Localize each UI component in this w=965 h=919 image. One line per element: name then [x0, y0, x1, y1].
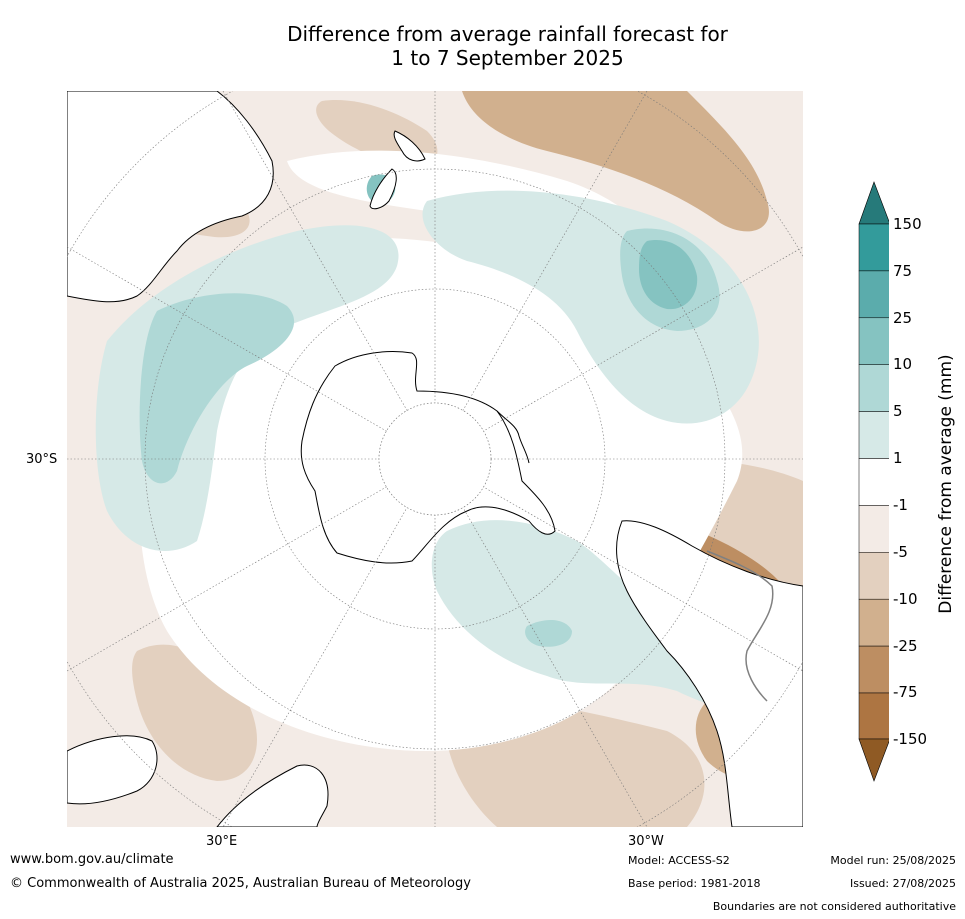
colorbar-swatch-2	[858, 270, 889, 319]
colorbar-tick-10: 10	[893, 355, 913, 373]
colorbar-tick-75: 75	[893, 262, 913, 280]
footer-url[interactable]: www.bom.gov.au/climate	[10, 852, 174, 867]
map-canvas	[67, 91, 803, 827]
colorbar-title: Difference from average (mm)	[936, 354, 956, 614]
pole-hole	[378, 402, 492, 516]
footer-model-run: Model run: 25/08/2025	[830, 854, 956, 867]
colorbar-bar	[858, 181, 889, 782]
colorbar-swatch-7	[858, 505, 889, 553]
colorbar-tick-1: 1	[893, 449, 903, 467]
colorbar-tick-minus-150: -150	[893, 730, 928, 748]
colorbar-swatch-over	[858, 181, 889, 225]
antarctic-peninsula	[496, 410, 530, 464]
footer-disclaimer: Boundaries are not considered authoritat…	[712, 900, 956, 913]
colorbar-tick-150: 150	[893, 215, 922, 233]
footer-copyright: © Commonwealth of Australia 2025, Austra…	[10, 876, 471, 891]
footer-base-period: Base period: 1981-2018	[628, 877, 761, 890]
lat-label-30s: 30°S	[26, 452, 58, 467]
colorbar-tick-minus-1: -1	[893, 496, 908, 514]
lon-label-30e: 30°E	[206, 834, 238, 849]
colorbar-tick-minus-5: -5	[893, 543, 908, 561]
colorbar-swatch-11	[858, 692, 889, 740]
title-line-1: Difference from average rainfall forecas…	[287, 22, 728, 46]
colorbar-tick-minus-75: -75	[893, 683, 918, 701]
map-title: Difference from average rainfall forecas…	[0, 22, 965, 70]
colorbar-swatch-8	[858, 552, 889, 600]
polar-map	[67, 91, 803, 827]
new-zealand-coast	[369, 130, 426, 210]
colorbar-swatch-3	[858, 317, 889, 365]
footer-model: Model: ACCESS-S2	[628, 854, 730, 867]
footer-issued: Issued: 27/08/2025	[849, 877, 956, 890]
colorbar-swatch-6	[858, 458, 889, 506]
colorbar: 150 75 25 10 5 1 -1 -5 -10 -25 -75 -150	[855, 180, 965, 790]
colorbar-swatch-10	[858, 645, 889, 694]
colorbar-tick-5: 5	[893, 402, 903, 420]
wet-patch-indian-ocean-core	[139, 293, 295, 484]
colorbar-swatch-5	[858, 411, 889, 459]
africa-coast	[67, 735, 329, 827]
colorbar-swatch-9	[858, 598, 889, 647]
colorbar-tick-minus-25: -25	[893, 637, 918, 655]
south-america-coast	[616, 520, 803, 827]
australia-coast	[67, 91, 274, 303]
lon-label-30w: 30°W	[628, 834, 664, 849]
colorbar-swatch-4	[858, 364, 889, 412]
wet-patch-south-pacific-center	[639, 240, 698, 310]
south-america-border	[706, 550, 774, 702]
wet-patch-atlantic-core	[525, 619, 572, 647]
colorbar-tick-25: 25	[893, 309, 913, 327]
title-line-2: 1 to 7 September 2025	[391, 46, 624, 70]
colorbar-tick-minus-10: -10	[893, 590, 918, 608]
dry-band-south-pacific	[462, 91, 769, 232]
colorbar-swatch-1	[858, 223, 889, 272]
colorbar-swatch-under	[858, 738, 889, 782]
